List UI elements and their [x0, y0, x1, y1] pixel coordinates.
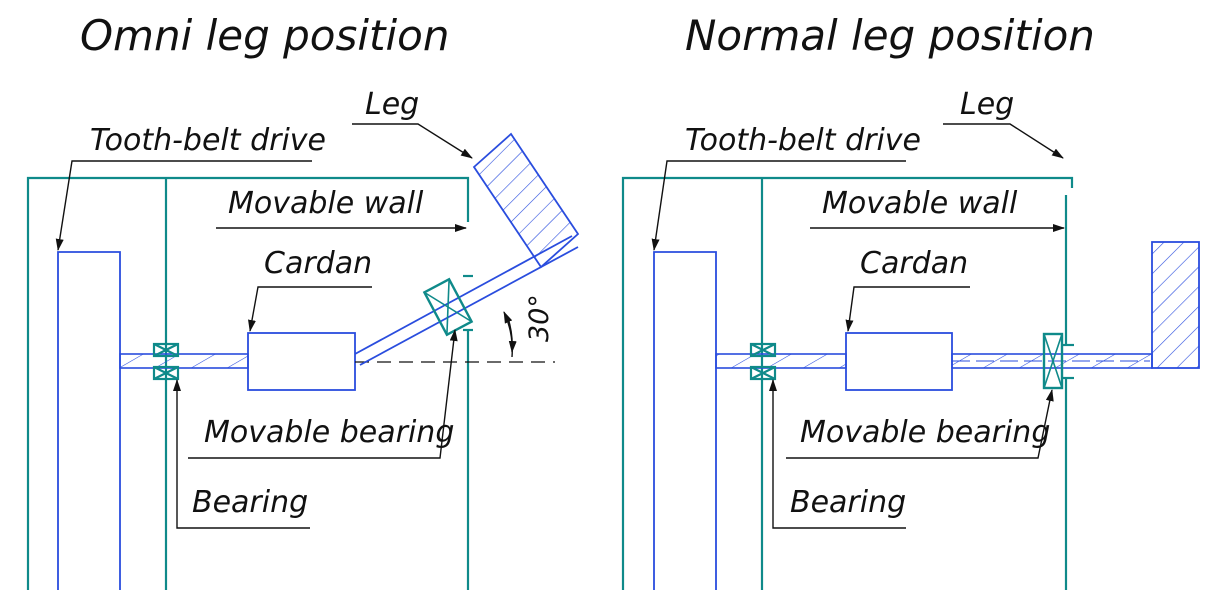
right-cardan-label: Cardan [860, 246, 968, 281]
left-leg-leader [352, 123, 473, 159]
left-panel: Omni leg position [26, 11, 580, 590]
right-bearing-label: Bearing [790, 485, 906, 520]
right-tooth-belt-pulley [653, 251, 717, 590]
left-angle-dimension [503, 311, 517, 358]
right-bearing-leader [769, 379, 906, 529]
left-bearing-label: Bearing [192, 485, 308, 520]
right-tooth-belt-label: Tooth-belt drive [685, 123, 921, 158]
right-cardan-leader [845, 286, 970, 332]
left-frame [26, 176, 473, 590]
left-tooth-belt-pulley [57, 251, 121, 590]
right-leg [1151, 241, 1200, 369]
right-leg-leader [943, 123, 1064, 159]
right-cardan [845, 332, 953, 391]
left-tooth-belt-label: Tooth-belt drive [90, 123, 326, 158]
left-angle-label: 30° [524, 294, 555, 342]
right-panel: Normal leg position [621, 11, 1200, 590]
left-leg [472, 132, 580, 269]
left-movable-wall-label: Movable wall [228, 186, 424, 221]
right-bearing [749, 342, 777, 381]
left-bearing [152, 342, 180, 381]
left-cardan [247, 332, 356, 391]
left-bearing-leader [173, 379, 310, 529]
right-tooth-belt-leader [651, 160, 906, 251]
right-title: Normal leg position [685, 11, 1095, 60]
right-movable-bearing-label: Movable bearing [800, 415, 1050, 450]
right-movable-wall-label: Movable wall [822, 186, 1018, 221]
right-movable-bearing [1042, 332, 1064, 390]
right-movable-bearing-leader [786, 389, 1054, 459]
left-movable-bearing [422, 277, 474, 337]
left-title: Omni leg position [80, 11, 450, 60]
right-frame [621, 176, 1074, 590]
left-movable-bearing-label: Movable bearing [204, 415, 454, 450]
left-cardan-leader [248, 286, 372, 332]
left-movable-bearing-leader [188, 329, 458, 459]
left-tooth-belt-leader [55, 160, 312, 251]
left-shaft [119, 353, 249, 369]
right-leg-label: Leg [960, 87, 1014, 122]
left-leg-label: Leg [365, 87, 419, 122]
left-cardan-label: Cardan [264, 246, 372, 281]
